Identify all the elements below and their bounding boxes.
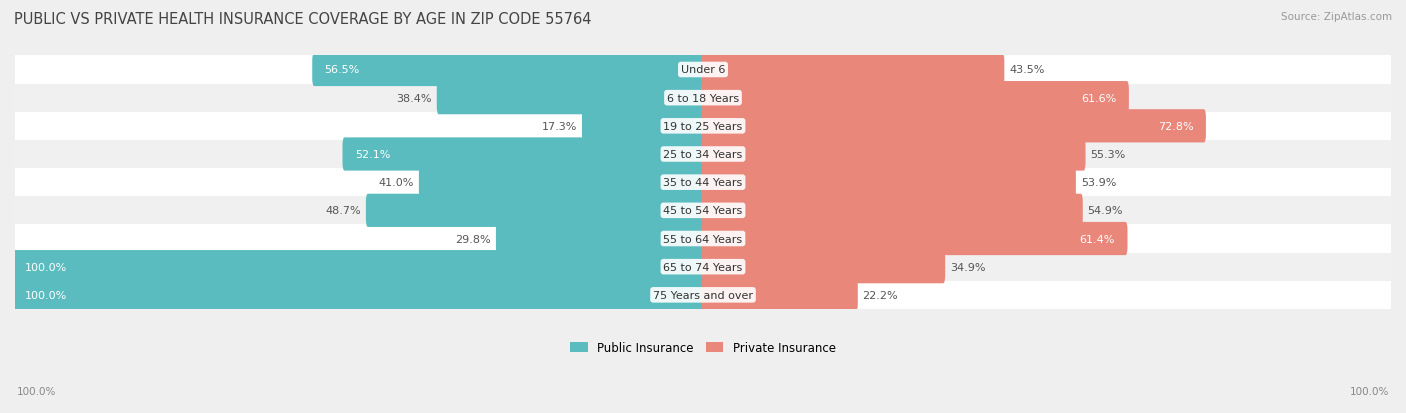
Text: 53.9%: 53.9% (1081, 178, 1116, 188)
FancyBboxPatch shape (702, 278, 858, 312)
Text: 100.0%: 100.0% (17, 387, 56, 396)
FancyBboxPatch shape (702, 250, 945, 284)
Text: 100.0%: 100.0% (25, 262, 67, 272)
Text: PUBLIC VS PRIVATE HEALTH INSURANCE COVERAGE BY AGE IN ZIP CODE 55764: PUBLIC VS PRIVATE HEALTH INSURANCE COVER… (14, 12, 592, 27)
Bar (15, 56, 1391, 84)
FancyBboxPatch shape (702, 138, 1085, 171)
FancyBboxPatch shape (702, 54, 1004, 87)
Bar (15, 197, 1391, 225)
FancyBboxPatch shape (702, 110, 1206, 143)
Text: 55.3%: 55.3% (1090, 150, 1126, 159)
Text: 100.0%: 100.0% (25, 290, 67, 300)
Text: 48.7%: 48.7% (325, 206, 361, 216)
Text: 25 to 34 Years: 25 to 34 Years (664, 150, 742, 159)
FancyBboxPatch shape (343, 138, 704, 171)
Text: Under 6: Under 6 (681, 65, 725, 75)
FancyBboxPatch shape (437, 82, 704, 115)
Text: 65 to 74 Years: 65 to 74 Years (664, 262, 742, 272)
FancyBboxPatch shape (13, 250, 704, 284)
FancyBboxPatch shape (702, 222, 1128, 256)
Text: 35 to 44 Years: 35 to 44 Years (664, 178, 742, 188)
FancyBboxPatch shape (702, 82, 1129, 115)
Text: 54.9%: 54.9% (1088, 206, 1123, 216)
FancyBboxPatch shape (366, 194, 704, 228)
Bar (15, 225, 1391, 253)
Text: 38.4%: 38.4% (396, 93, 432, 103)
FancyBboxPatch shape (312, 54, 704, 87)
Text: 45 to 54 Years: 45 to 54 Years (664, 206, 742, 216)
Text: 17.3%: 17.3% (541, 121, 576, 131)
Bar (15, 112, 1391, 140)
Bar (15, 140, 1391, 169)
Text: 100.0%: 100.0% (1350, 387, 1389, 396)
Bar (15, 84, 1391, 112)
FancyBboxPatch shape (702, 194, 1083, 228)
Bar (15, 253, 1391, 281)
FancyBboxPatch shape (496, 222, 704, 256)
Text: 6 to 18 Years: 6 to 18 Years (666, 93, 740, 103)
Text: 41.0%: 41.0% (378, 178, 413, 188)
Text: 56.5%: 56.5% (325, 65, 360, 75)
FancyBboxPatch shape (702, 166, 1076, 199)
Bar (15, 281, 1391, 309)
Text: 52.1%: 52.1% (354, 150, 391, 159)
Text: 19 to 25 Years: 19 to 25 Years (664, 121, 742, 131)
Text: 61.6%: 61.6% (1081, 93, 1116, 103)
Legend: Public Insurance, Private Insurance: Public Insurance, Private Insurance (565, 337, 841, 359)
Text: 22.2%: 22.2% (863, 290, 898, 300)
Text: 34.9%: 34.9% (950, 262, 986, 272)
FancyBboxPatch shape (582, 110, 704, 143)
Text: 72.8%: 72.8% (1159, 121, 1194, 131)
Text: 55 to 64 Years: 55 to 64 Years (664, 234, 742, 244)
Text: 61.4%: 61.4% (1080, 234, 1115, 244)
Text: 43.5%: 43.5% (1010, 65, 1045, 75)
Bar (15, 169, 1391, 197)
FancyBboxPatch shape (13, 278, 704, 312)
FancyBboxPatch shape (419, 166, 704, 199)
Text: 75 Years and over: 75 Years and over (652, 290, 754, 300)
Text: 29.8%: 29.8% (456, 234, 491, 244)
Text: Source: ZipAtlas.com: Source: ZipAtlas.com (1281, 12, 1392, 22)
